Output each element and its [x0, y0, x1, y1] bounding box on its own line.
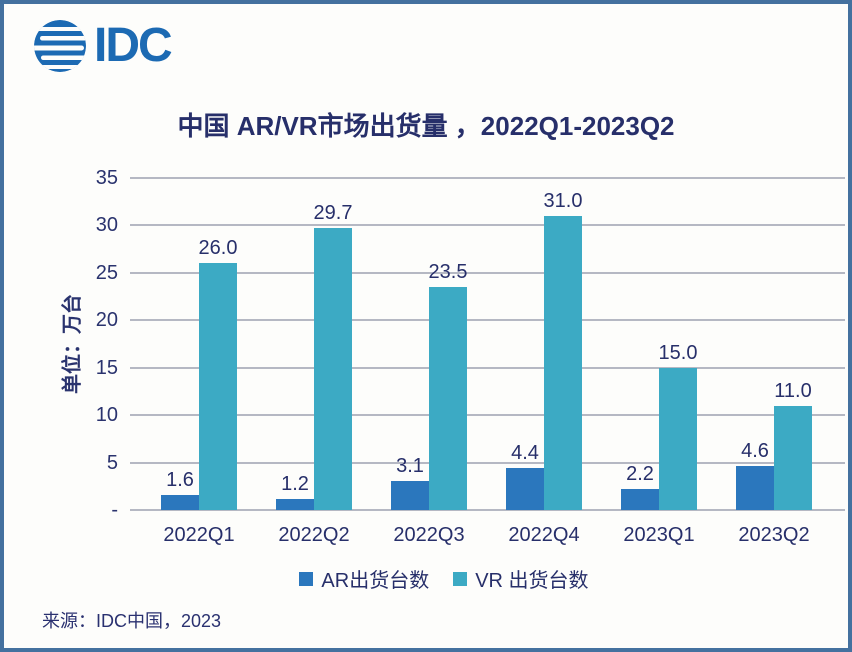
gridline-20 — [130, 319, 845, 322]
idc-logo: IDC — [32, 18, 173, 74]
bar-vr-2022Q1 — [199, 263, 237, 510]
bar-vr-2023Q1 — [659, 367, 697, 510]
legend-label-vr: VR 出货台数 — [475, 570, 589, 592]
value-label-ar-2022Q1: 1.6 — [166, 468, 194, 491]
legend-swatch-vr — [453, 571, 468, 586]
bar-ar-2022Q2 — [276, 498, 314, 510]
value-label-vr-2022Q4: 31.0 — [543, 189, 583, 212]
value-label-ar-2022Q3: 3.1 — [396, 454, 424, 477]
bar-vr-2022Q2 — [314, 228, 352, 510]
value-label-vr-2023Q1: 15.0 — [658, 341, 698, 364]
bar-vr-2023Q2 — [774, 405, 812, 510]
legend-label-ar: AR出货台数 — [321, 570, 430, 592]
value-label-vr-2022Q1: 26.0 — [198, 237, 238, 260]
x-tick-label-2022Q3: 2022Q3 — [393, 524, 465, 546]
bar-vr-2022Q4 — [544, 215, 582, 510]
x-tick-label-2022Q2: 2022Q2 — [278, 524, 350, 546]
bar-ar-2022Q4 — [506, 468, 544, 510]
y-tick-label-20: 20 — [95, 309, 118, 332]
legend-item-vr: VR 出货台数 — [453, 564, 589, 593]
value-label-ar-2022Q4: 4.4 — [511, 442, 539, 465]
gridline-15 — [130, 366, 845, 369]
gridline-25 — [130, 271, 845, 274]
idc-logo-text: IDC — [94, 19, 173, 72]
value-label-ar-2023Q2: 4.6 — [741, 440, 769, 463]
chart-title: 中国 AR/VR市场出货量 ，2022Q1-2023Q2 — [177, 111, 675, 141]
source-note: 来源：IDC中国，2023 — [42, 611, 222, 631]
y-tick-label-5: 5 — [106, 451, 118, 474]
value-label-vr-2022Q3: 23.5 — [428, 261, 468, 284]
legend-item-ar: AR出货台数 — [299, 564, 429, 593]
x-tick-label-2023Q1: 2023Q1 — [623, 524, 695, 546]
y-tick-label-0: - — [111, 499, 118, 521]
legend-swatch-ar — [299, 571, 314, 586]
gridline-5 — [130, 461, 845, 464]
bar-ar-2022Q3 — [391, 480, 429, 510]
x-tick-label-2023Q2: 2023Q2 — [738, 524, 810, 546]
bar-ar-2023Q2 — [736, 466, 774, 510]
y-tick-label-15: 15 — [95, 356, 118, 379]
legend: AR出货台数 VR 出货台数 — [22, 564, 848, 593]
y-tick-label-35: 35 — [95, 167, 118, 189]
value-label-vr-2023Q2: 11.0 — [774, 379, 812, 402]
y-tick-label-25: 25 — [95, 261, 118, 284]
value-label-vr-2022Q2: 29.7 — [313, 202, 353, 225]
gridline-10 — [130, 414, 845, 417]
bar-ar-2023Q1 — [621, 489, 659, 510]
x-tick-label-2022Q4: 2022Q4 — [508, 524, 580, 546]
value-label-ar-2022Q2: 1.2 — [281, 472, 309, 495]
y-tick-label-10: 10 — [95, 404, 118, 427]
y-tick-label-30: 30 — [95, 214, 118, 237]
x-tick-label-2022Q1: 2022Q1 — [163, 524, 235, 546]
gridline-30 — [130, 224, 845, 227]
value-label-ar-2023Q1: 2.2 — [626, 463, 654, 486]
idc-globe-icon — [34, 20, 86, 72]
gridline-0 — [130, 509, 845, 511]
bar-vr-2022Q3 — [429, 287, 467, 510]
bar-ar-2022Q1 — [161, 494, 199, 510]
gridline-35 — [130, 177, 845, 179]
